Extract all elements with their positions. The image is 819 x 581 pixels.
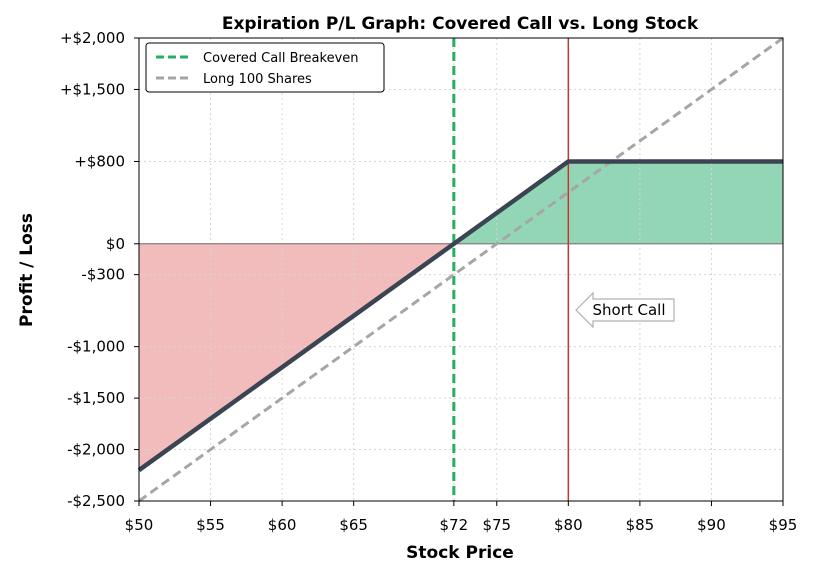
series-covered-call [137,159,783,472]
x-tick-label-50: $50 [125,516,154,534]
y-tick-label-1-500: -$1,500 [67,389,125,407]
x-tick-label-60: $60 [268,516,297,534]
legend-label-long-stock: Long 100 Shares [203,72,312,87]
legend: Covered Call Breakeven Long 100 Shares [145,42,385,93]
x-tick-label-80: $80 [554,516,583,534]
x-tick-label-85: $85 [626,516,655,534]
x-tick-label-55: $55 [196,516,225,534]
x-tick-label-75: $75 [482,516,511,534]
short-call-annotation: Short Call [575,291,675,329]
x-axis-ticks: $50 $55 $60 $65 $72 $75 $80 $85 $90 $95 [125,501,798,534]
vertical-lines [452,38,570,501]
legend-box [145,42,385,93]
series-long-100-shares [138,36,784,503]
y-tick-label-2-000: -$2,000 [67,441,125,459]
y-tick-label-1-000: -$1,000 [67,338,125,356]
x-tick-label-65: $65 [339,516,368,534]
short-call-label: Short Call [592,301,665,319]
x-axis-label: Stock Price [406,543,514,563]
y-tick-label-1-500: +$1,500 [60,80,125,98]
profit-area [453,161,783,244]
y-tick-label-2-000: +$2,000 [60,29,125,47]
y-tick-label-2-500: -$2,500 [67,492,125,510]
x-tick-label-90: $90 [697,516,726,534]
y-tick-label-300: -$300 [81,266,125,284]
y-tick-label-0: $0 [106,235,125,253]
y-axis-ticks: +$2,000 +$1,500 +$800 $0 -$300 -$1,000 -$1,500… [60,29,139,510]
short-call-arrow [575,291,675,329]
plot-frame [138,37,784,502]
series-lines [137,36,784,503]
x-tick-label-95: $95 [769,516,798,534]
fill-areas [139,161,783,471]
y-tick-label-800: +$800 [74,152,125,170]
x-tick-label-72: $72 [440,516,469,534]
legend-label-breakeven: Covered Call Breakeven [203,51,359,66]
chart-title: Expiration P/L Graph: Covered Call vs. L… [222,14,699,34]
y-axis-label: Profit / Loss [17,213,37,327]
